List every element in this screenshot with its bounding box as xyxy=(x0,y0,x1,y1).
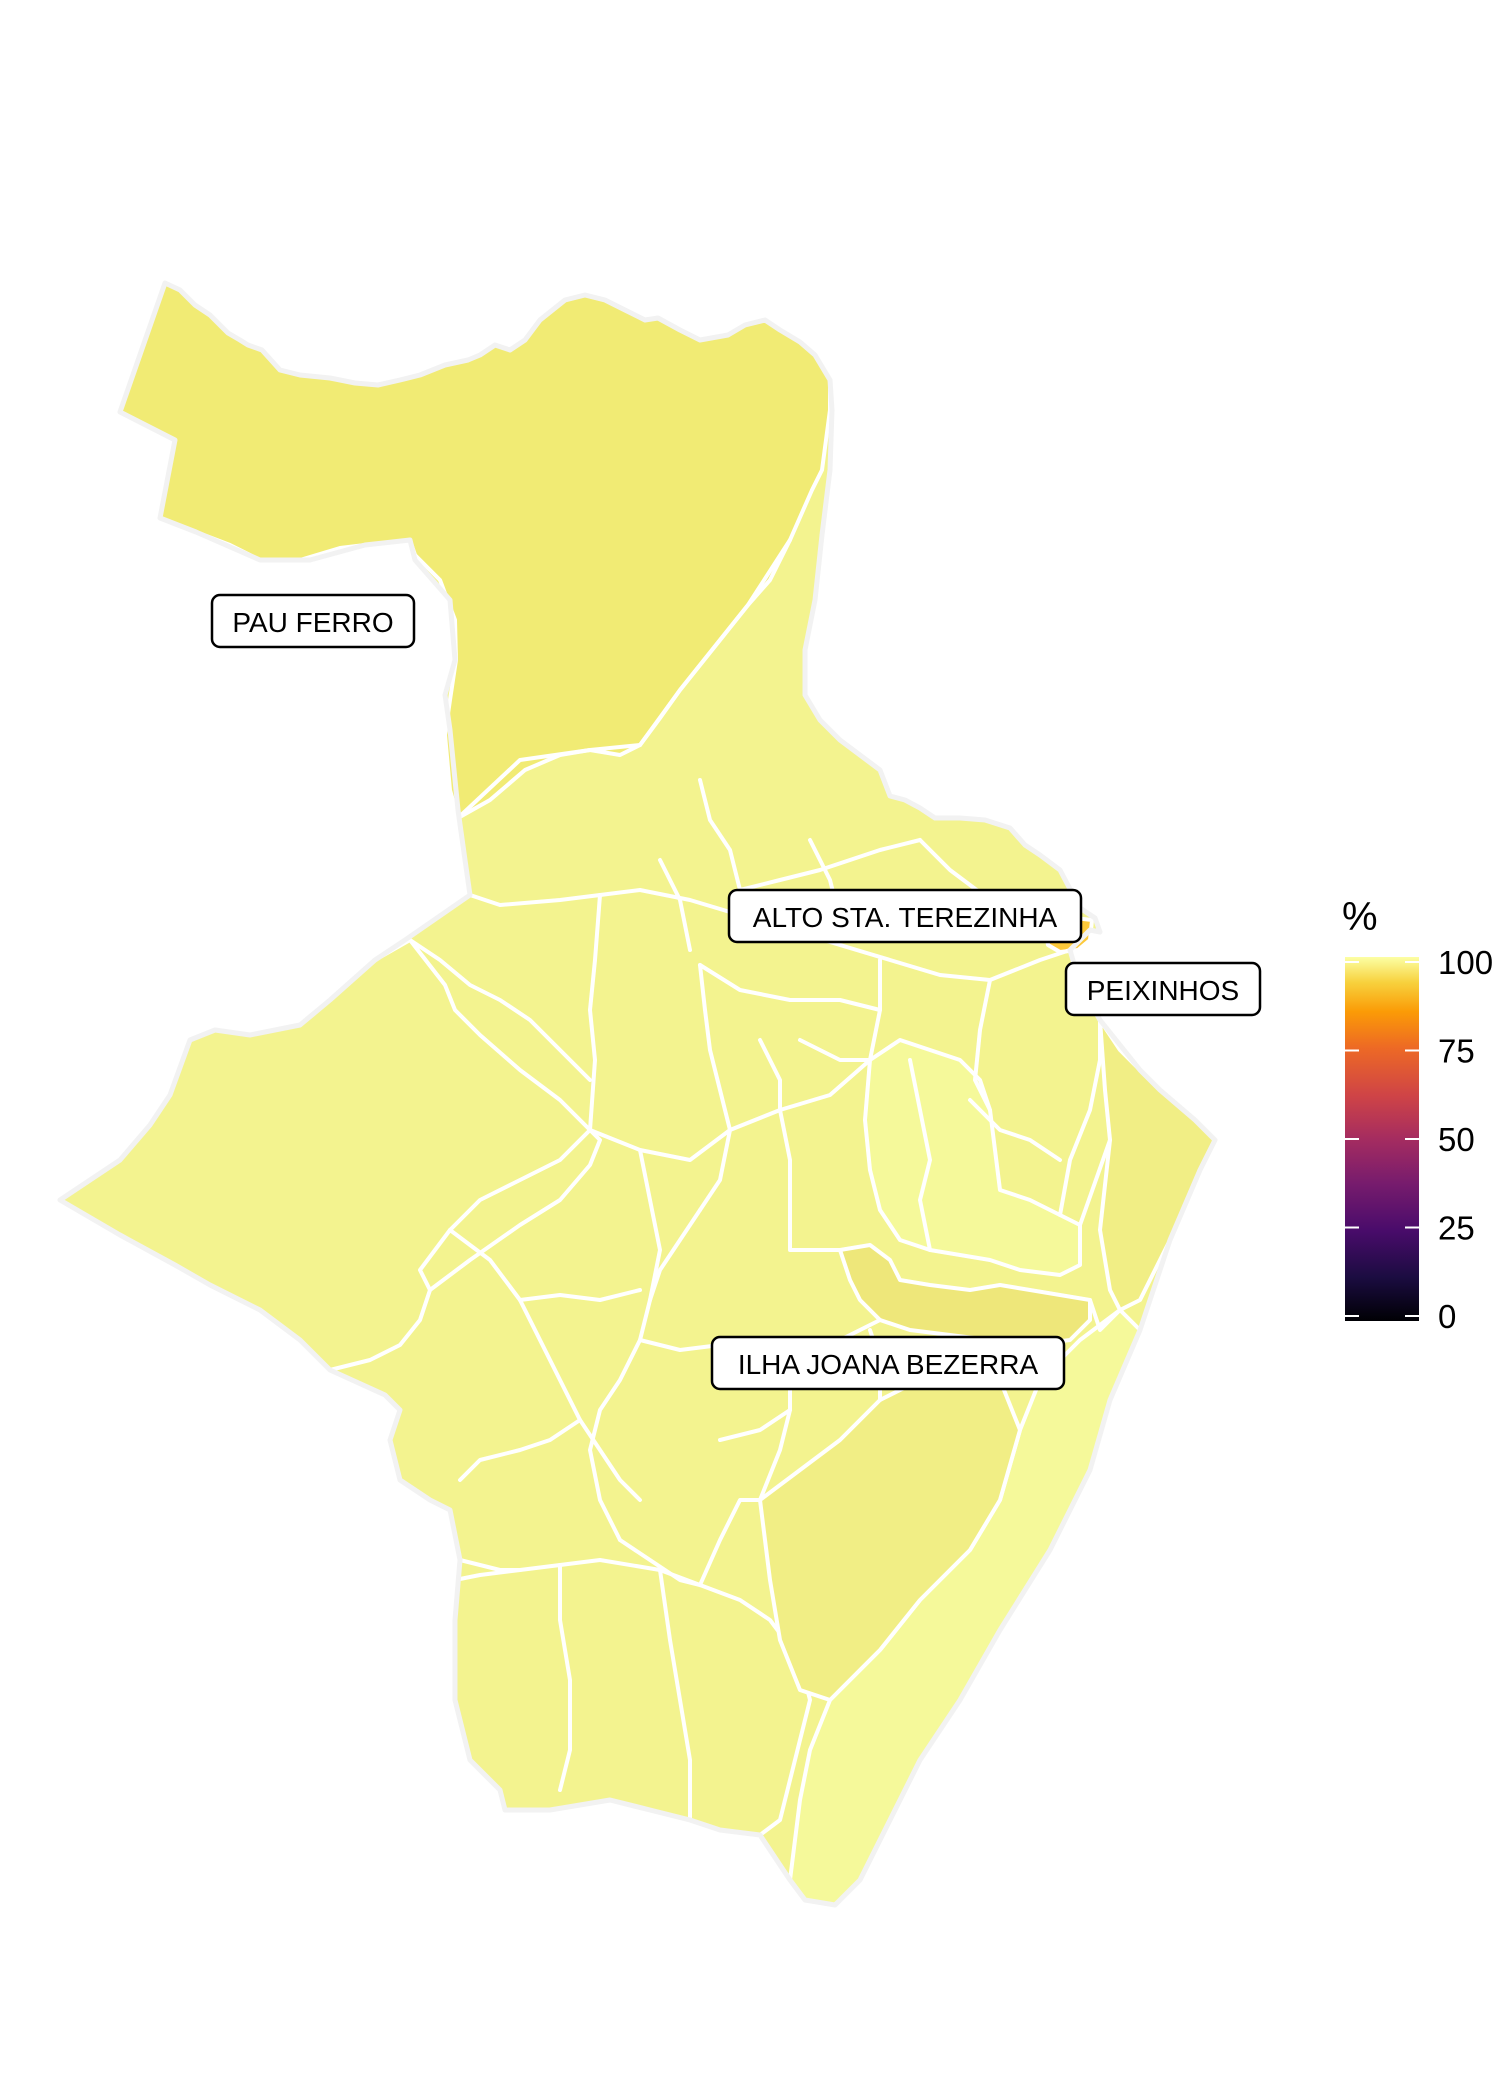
svg-text:PAU FERRO: PAU FERRO xyxy=(232,607,393,638)
label-peixinhos: PEIXINHOS xyxy=(1064,961,1262,1017)
legend-tick-label: 100 xyxy=(1438,944,1493,981)
label-pau-ferro: PAU FERRO xyxy=(210,593,416,649)
region-ilha-joana-bezerra xyxy=(838,1243,1092,1347)
svg-text:ALTO STA. TEREZINHA: ALTO STA. TEREZINHA xyxy=(753,902,1058,933)
color-legend: % 100 75 50 25 0 xyxy=(1342,895,1493,1335)
city-outline xyxy=(57,280,1218,1908)
legend-title: % xyxy=(1342,895,1378,939)
legend-tick-label: 75 xyxy=(1438,1033,1475,1070)
svg-text:ILHA JOANA BEZERRA: ILHA JOANA BEZERRA xyxy=(738,1349,1039,1380)
label-alto-sta-terezinha: ALTO STA. TEREZINHA xyxy=(727,888,1083,944)
legend-tick-label: 0 xyxy=(1438,1298,1456,1335)
label-ilha-joana-bezerra: ILHA JOANA BEZERRA xyxy=(710,1335,1066,1391)
region-south-mid xyxy=(758,1368,1022,1702)
region-east-coast xyxy=(1098,1018,1217,1312)
legend-tick-label: 25 xyxy=(1438,1210,1475,1247)
svg-text:PEIXINHOS: PEIXINHOS xyxy=(1087,975,1239,1006)
legend-tick-label: 50 xyxy=(1438,1121,1475,1158)
